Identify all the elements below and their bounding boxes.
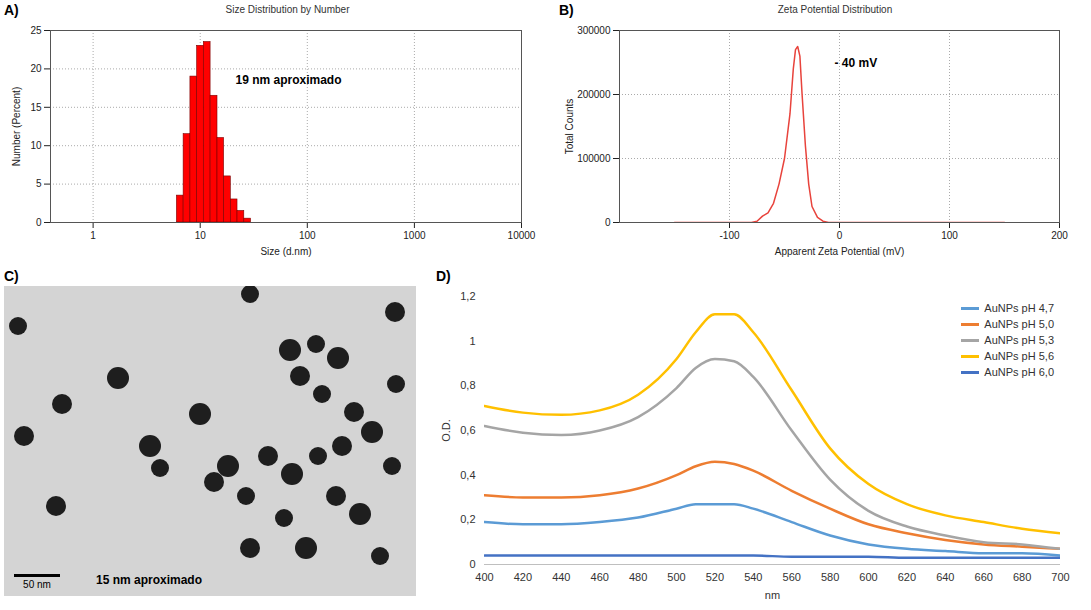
html-text:AuNPs pH 5,0: AuNPs pH 5,0: [984, 318, 1054, 330]
svg-text:700: 700: [1051, 571, 1069, 583]
html-text:Size Distribution by Number: Size Distribution by Number: [225, 4, 350, 15]
svg-text:Total Counts: Total Counts: [564, 99, 575, 155]
svg-text:15 nm aproximado: 15 nm aproximado: [96, 573, 202, 587]
svg-text:- 40 mV: - 40 mV: [835, 56, 878, 70]
svg-text:0,6: 0,6: [460, 424, 475, 436]
svg-text:400: 400: [475, 571, 493, 583]
svg-text:15: 15: [30, 102, 42, 113]
svg-text:50 nm: 50 nm: [23, 579, 51, 590]
svg-text:Apparent Zeta Potential (mV): Apparent Zeta Potential (mV): [775, 246, 905, 257]
svg-text:480: 480: [629, 571, 647, 583]
svg-text:0: 0: [605, 217, 611, 228]
svg-text:660: 660: [975, 571, 993, 583]
svg-text:200: 200: [1051, 230, 1068, 241]
svg-text:Number (Percent): Number (Percent): [11, 87, 22, 166]
svg-text:1000: 1000: [403, 230, 426, 241]
svg-text:500: 500: [667, 571, 685, 583]
svg-text:25: 25: [30, 25, 42, 36]
svg-text:1,2: 1,2: [460, 290, 475, 302]
svg-text:0,8: 0,8: [460, 379, 475, 391]
svg-text:540: 540: [744, 571, 762, 583]
svg-text:nm: nm: [765, 589, 780, 601]
html-text:AuNPs pH 5,3: AuNPs pH 5,3: [984, 334, 1054, 346]
html-text:AuNPs pH 6,0: AuNPs pH 6,0: [984, 366, 1054, 378]
html-text:B): B): [559, 2, 574, 18]
html-text:C): C): [4, 268, 19, 284]
svg-text:1: 1: [469, 335, 475, 347]
svg-text:10000: 10000: [508, 230, 536, 241]
svg-text:0,2: 0,2: [460, 513, 475, 525]
svg-text:420: 420: [514, 571, 532, 583]
svg-text:520: 520: [706, 571, 724, 583]
svg-text:440: 440: [552, 571, 570, 583]
svg-text:300000: 300000: [577, 25, 611, 36]
svg-text:560: 560: [783, 571, 801, 583]
html-text:AuNPs pH 5,6: AuNPs pH 5,6: [984, 350, 1054, 362]
svg-text:680: 680: [1013, 571, 1031, 583]
svg-text:Size (d.nm): Size (d.nm): [260, 246, 311, 257]
svg-text:10: 10: [195, 230, 207, 241]
svg-text:100: 100: [941, 230, 958, 241]
svg-text:100: 100: [299, 230, 316, 241]
svg-text:640: 640: [936, 571, 954, 583]
svg-text:0: 0: [469, 558, 475, 570]
svg-text:0: 0: [837, 230, 843, 241]
svg-text:620: 620: [898, 571, 916, 583]
svg-text:5: 5: [36, 178, 42, 189]
svg-text:-100: -100: [719, 230, 739, 241]
svg-text:1: 1: [90, 230, 96, 241]
html-text:A): A): [4, 2, 19, 18]
html-text:D): D): [436, 268, 451, 284]
svg-text:0: 0: [36, 217, 42, 228]
html-text:AuNPs pH 4,7: AuNPs pH 4,7: [984, 302, 1054, 314]
svg-text:19 nm aproximado: 19 nm aproximado: [236, 73, 342, 87]
svg-text:20: 20: [30, 63, 42, 74]
svg-text:O.D.: O.D.: [440, 419, 452, 442]
html-text:Zeta Potential Distribution: Zeta Potential Distribution: [777, 4, 893, 15]
svg-text:200000: 200000: [577, 89, 611, 100]
svg-text:100000: 100000: [577, 153, 611, 164]
svg-text:10: 10: [30, 140, 42, 151]
svg-text:600: 600: [859, 571, 877, 583]
svg-text:460: 460: [591, 571, 609, 583]
svg-text:0,4: 0,4: [460, 469, 475, 481]
svg-text:580: 580: [821, 571, 839, 583]
